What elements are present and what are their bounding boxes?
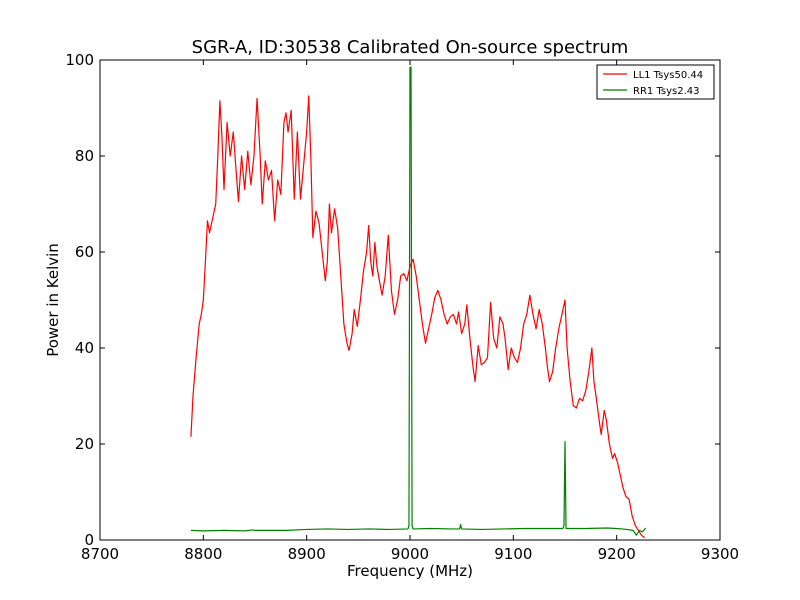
- x-tick-label: 9200: [598, 545, 636, 563]
- series-line-rr1: [190, 66, 647, 536]
- chart-title: SGR-A, ID:30538 Calibrated On-source spe…: [192, 37, 629, 58]
- legend-label-rr1: RR1 Tsys2.43: [633, 86, 700, 97]
- x-tick-label: 9100: [494, 545, 532, 563]
- y-tick-label: 20: [75, 435, 94, 453]
- y-tick-label: 40: [75, 339, 94, 357]
- y-tick-label: 100: [65, 51, 94, 69]
- x-tick-label: 8800: [184, 545, 222, 563]
- y-tick-label: 80: [75, 147, 94, 165]
- y-axis-label: Power in Kelvin: [44, 243, 62, 357]
- x-axis-label: Frequency (MHz): [347, 562, 473, 580]
- x-tick-label: 9000: [391, 545, 429, 563]
- x-tick-label: 8900: [288, 545, 326, 563]
- legend-box: [596, 64, 715, 100]
- series-line-ll1: [190, 95, 645, 539]
- x-tick-label: 8700: [81, 545, 119, 563]
- y-tick-label: 0: [84, 531, 94, 549]
- legend-label-ll1: LL1 Tsys50.44: [633, 70, 703, 81]
- y-tick-label: 60: [75, 243, 94, 261]
- legend: LL1 Tsys50.44 RR1 Tsys2.43: [596, 64, 715, 100]
- x-tick-label: 9300: [701, 545, 739, 563]
- series-layer: [190, 66, 647, 539]
- tick-layer: 8700 8800 8900 9000 9100 9200 9300 0 20 40 60 80 100: [65, 51, 739, 563]
